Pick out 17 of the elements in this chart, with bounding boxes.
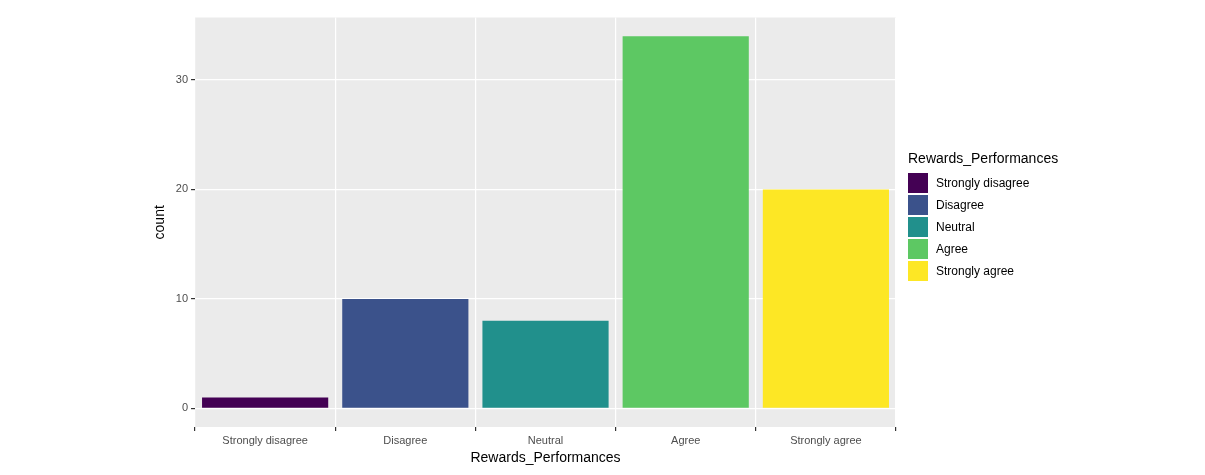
legend-label: Disagree xyxy=(936,198,985,212)
legend-label: Neutral xyxy=(936,220,975,234)
legend-label: Strongly agree xyxy=(936,264,1015,278)
x-tick-label: Strongly agree xyxy=(790,433,862,446)
y-tick-label: 30 xyxy=(175,73,189,86)
y-tick-label: 10 xyxy=(175,291,189,304)
y-tick-label: 20 xyxy=(175,182,189,195)
legend-label: Agree xyxy=(936,242,969,256)
x-tick-label: Strongly disagree xyxy=(222,433,308,446)
x-tick-label: Agree xyxy=(671,433,701,446)
legend-label: Strongly disagree xyxy=(936,176,1030,190)
y-tick-label: 0 xyxy=(181,401,189,414)
x-axis-title: Rewards_Performances xyxy=(470,449,621,466)
x-tick-label: Disagree xyxy=(383,433,428,446)
legend-title: Rewards_Performances xyxy=(908,150,1059,166)
x-tick-label: Neutral xyxy=(527,433,564,446)
y-axis-title: count xyxy=(151,205,168,240)
